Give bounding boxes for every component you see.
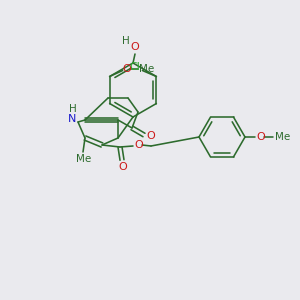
Text: O: O bbox=[147, 131, 155, 141]
Text: Me: Me bbox=[275, 132, 291, 142]
Text: Me: Me bbox=[76, 154, 92, 164]
Text: O: O bbox=[118, 162, 127, 172]
Text: H: H bbox=[69, 104, 77, 114]
Text: O: O bbox=[256, 132, 266, 142]
Text: O: O bbox=[130, 42, 140, 52]
Text: Me: Me bbox=[139, 64, 154, 74]
Text: N: N bbox=[68, 114, 76, 124]
Text: Cl: Cl bbox=[129, 61, 140, 71]
Text: O: O bbox=[135, 140, 143, 150]
Text: H: H bbox=[122, 36, 130, 46]
Text: O: O bbox=[122, 64, 131, 74]
